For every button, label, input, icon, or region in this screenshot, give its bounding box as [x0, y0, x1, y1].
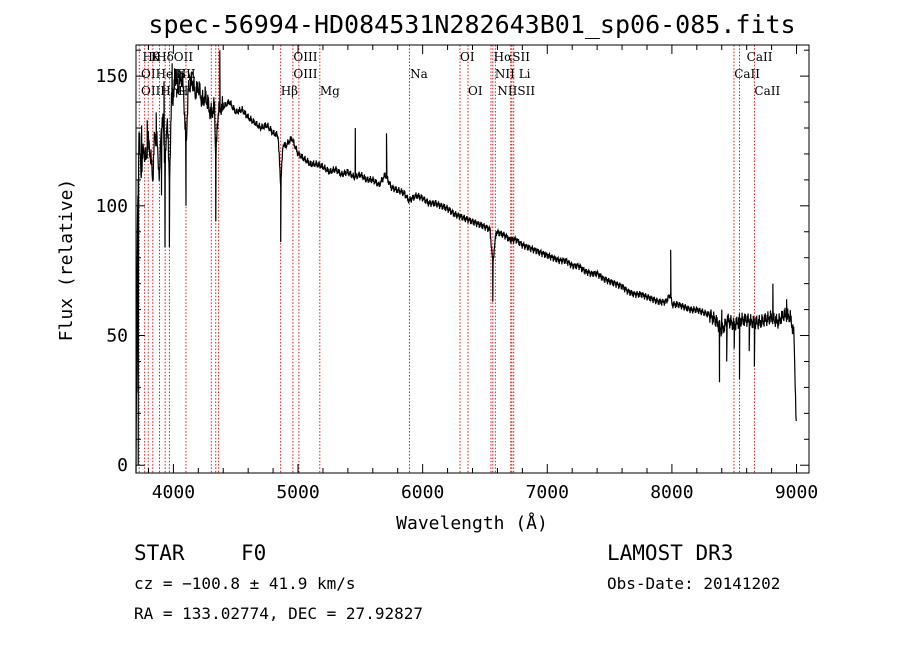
line-label-r2-6: CaII — [754, 84, 780, 98]
y-tick-label-50: 50 — [106, 326, 128, 347]
line-label-r1-2: OIII — [293, 67, 317, 81]
line-label-r0-3: OII — [174, 50, 194, 64]
line-markers — [138, 45, 755, 473]
line-label-r2-1: G — [176, 84, 186, 98]
ra-dec: RA = 133.02774, DEC = 27.92827 — [134, 604, 423, 623]
x-tick-label-8000: 8000 — [650, 482, 693, 503]
line-label-r0-2: Hδ — [156, 50, 174, 64]
line-label-r2-4: OI — [468, 84, 483, 98]
chart-title: spec-56994-HD084531N282643B01_sp06-085.f… — [148, 10, 795, 39]
line-label-r0-4: OIII — [293, 50, 317, 64]
x-axis-label: Wavelength (Å) — [396, 512, 548, 534]
line-label-r0-1: K — [151, 50, 161, 64]
line-label-r2-5: NIISII — [497, 84, 535, 98]
x-tick-label-6000: 6000 — [401, 482, 444, 503]
y-axis: 0 50 100 150 — [95, 49, 809, 476]
x-axis: 4000 5000 6000 7000 8000 9000 — [147, 45, 818, 503]
survey-name: LAMOST DR3 — [607, 541, 733, 565]
redshift-cz: cz = −100.8 ± 41.9 km/s — [134, 574, 356, 593]
line-label-r1-3: Na — [410, 67, 428, 81]
line-label-r2-3: Mg — [320, 84, 340, 98]
y-axis-label: Flux (relative) — [56, 179, 77, 342]
line-label-r0-7: CaII — [747, 50, 773, 64]
spectrum-series-line — [135, 50, 797, 474]
line-label-r2-2: Hβ — [281, 84, 298, 98]
line-label-r1-5: CaII — [734, 67, 760, 81]
line-label-r2-0: OIIHηH — [141, 84, 188, 98]
line-label-r0-0: Hθ — [142, 50, 160, 64]
x-tick-label-9000: 9000 — [775, 482, 818, 503]
line-label-r0-5: OI — [460, 50, 475, 64]
y-tick-label-100: 100 — [95, 196, 128, 217]
y-tick-label-0: 0 — [117, 455, 128, 476]
line-label-r1-4: NII Li — [495, 67, 531, 81]
line-label-r0-6: HαSII — [494, 50, 531, 64]
x-tick-label-7000: 7000 — [526, 482, 569, 503]
obs-date: Obs-Date: 20141202 — [607, 574, 780, 593]
subclass: F0 — [241, 541, 266, 565]
x-tick-label-4000: 4000 — [152, 482, 195, 503]
object-type: STAR — [134, 541, 185, 565]
y-tick-label-150: 150 — [95, 66, 128, 87]
x-tick-label-5000: 5000 — [276, 482, 319, 503]
